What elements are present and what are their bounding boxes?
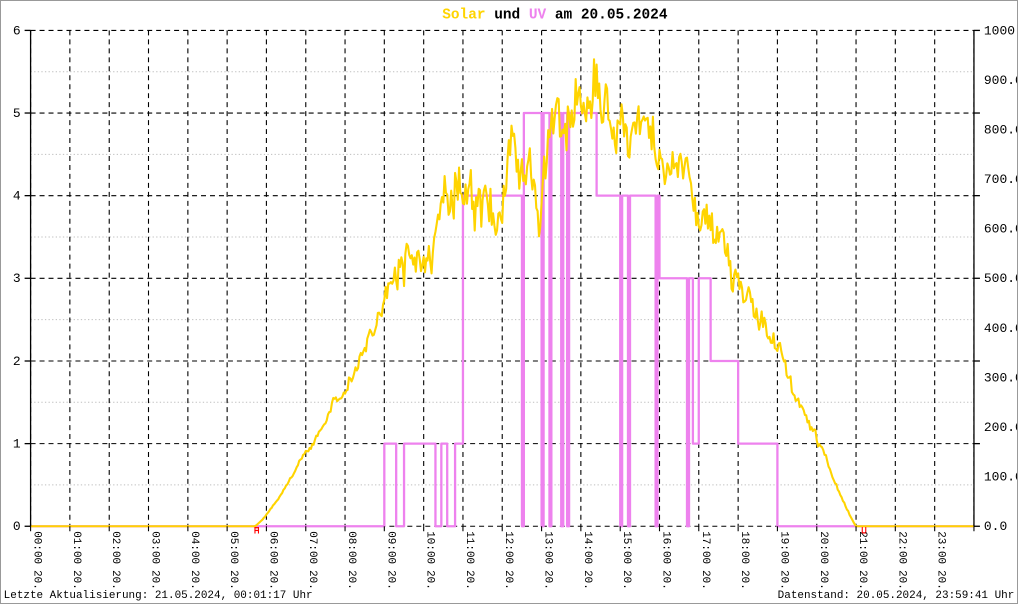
svg-text:3: 3 <box>13 271 21 286</box>
svg-text:20.: 20. <box>542 570 554 590</box>
svg-text:800.0: 800.0 <box>984 123 1017 138</box>
svg-text:23:00: 23:00 <box>935 531 947 564</box>
svg-text:02:00: 02:00 <box>109 531 121 564</box>
svg-text:400.0: 400.0 <box>984 321 1017 336</box>
svg-text:08:00: 08:00 <box>345 531 357 564</box>
svg-text:2: 2 <box>13 354 21 369</box>
svg-text:0.0: 0.0 <box>984 519 1007 534</box>
svg-text:20.: 20. <box>70 570 82 590</box>
svg-text:13:00: 13:00 <box>542 531 554 564</box>
svg-text:0: 0 <box>13 519 21 534</box>
svg-text:900.0: 900.0 <box>984 73 1017 88</box>
svg-text:05:00: 05:00 <box>227 531 239 564</box>
svg-text:20.: 20. <box>738 570 750 590</box>
svg-text:300.0: 300.0 <box>984 371 1017 386</box>
svg-text:20.: 20. <box>777 570 789 590</box>
svg-text:6: 6 <box>13 23 21 38</box>
svg-text:1: 1 <box>13 437 21 452</box>
svg-text:21:00: 21:00 <box>856 531 868 564</box>
svg-text:20.: 20. <box>502 570 514 590</box>
svg-text:09:00: 09:00 <box>384 531 396 564</box>
svg-text:20.: 20. <box>659 570 671 590</box>
svg-text:20.: 20. <box>345 570 357 590</box>
svg-text:20.: 20. <box>856 570 868 590</box>
svg-text:18:00: 18:00 <box>738 531 750 564</box>
svg-text:20.: 20. <box>817 570 829 590</box>
svg-text:16:00: 16:00 <box>659 531 671 564</box>
svg-text:04:00: 04:00 <box>188 531 200 564</box>
svg-text:11:00: 11:00 <box>463 531 475 564</box>
svg-text:20:00: 20:00 <box>817 531 829 564</box>
svg-text:20.: 20. <box>306 570 318 590</box>
svg-text:06:00: 06:00 <box>266 531 278 564</box>
svg-text:20.: 20. <box>895 570 907 590</box>
svg-text:20.: 20. <box>148 570 160 590</box>
svg-text:20.: 20. <box>266 570 278 590</box>
svg-text:00:00: 00:00 <box>31 531 43 564</box>
svg-text:5: 5 <box>13 106 21 121</box>
svg-text:03:00: 03:00 <box>148 531 160 564</box>
svg-text:20.: 20. <box>620 570 632 590</box>
svg-text:100.0: 100.0 <box>984 470 1017 485</box>
svg-text:20.: 20. <box>935 570 947 590</box>
svg-text:200.0: 200.0 <box>984 420 1017 435</box>
svg-text:20.: 20. <box>227 570 239 590</box>
svg-text:14:00: 14:00 <box>581 531 593 564</box>
svg-text:700.0: 700.0 <box>984 172 1017 187</box>
svg-text:20.: 20. <box>188 570 200 590</box>
svg-text:17:00: 17:00 <box>699 531 711 564</box>
svg-text:22:00: 22:00 <box>895 531 907 564</box>
svg-text:20.: 20. <box>424 570 436 590</box>
svg-text:19:00: 19:00 <box>777 531 789 564</box>
svg-text:Datenstand: 20.05.2024, 23:59:: Datenstand: 20.05.2024, 23:59:41 Uhr <box>778 590 1015 602</box>
svg-text:20.: 20. <box>109 570 121 590</box>
svg-text:15:00: 15:00 <box>620 531 632 564</box>
svg-text:1000: 1000 <box>984 23 1015 38</box>
svg-text:01:00: 01:00 <box>70 531 82 564</box>
svg-text:Letzte Aktualisierung: 21.05.2: Letzte Aktualisierung: 21.05.2024, 00:01… <box>4 590 313 602</box>
svg-text:07:00: 07:00 <box>306 531 318 564</box>
svg-text:20.: 20. <box>699 570 711 590</box>
svg-text:4: 4 <box>13 189 21 204</box>
svg-text:Solar und UV am 20.05.2024: Solar und UV am 20.05.2024 <box>442 7 668 23</box>
svg-text:20.: 20. <box>384 570 396 590</box>
svg-text:12:00: 12:00 <box>502 531 514 564</box>
svg-text:20.: 20. <box>31 570 43 590</box>
svg-text:20.: 20. <box>581 570 593 590</box>
svg-text:600.0: 600.0 <box>984 222 1017 237</box>
svg-text:10:00: 10:00 <box>424 531 436 564</box>
svg-text:500.0: 500.0 <box>984 271 1017 286</box>
svg-text:20.: 20. <box>463 570 475 590</box>
